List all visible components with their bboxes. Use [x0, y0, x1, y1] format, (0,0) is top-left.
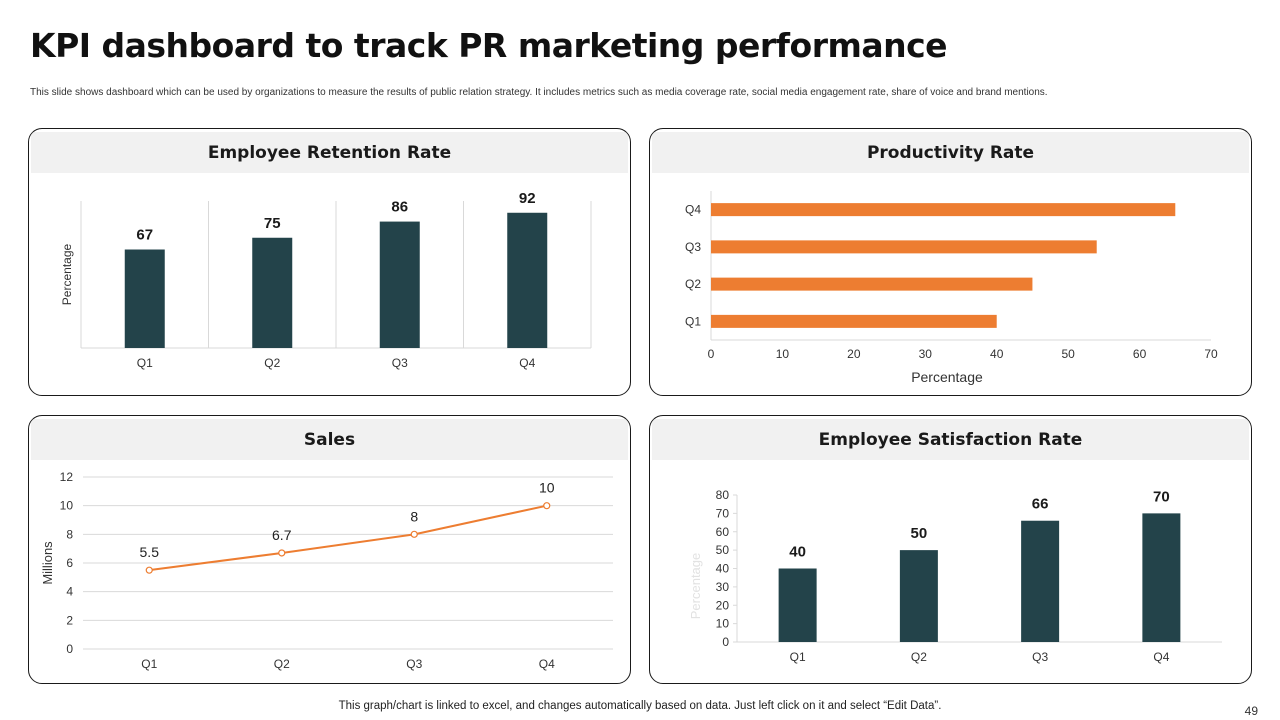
bar-q1 — [711, 314, 997, 328]
y-tick-label: 80 — [716, 488, 730, 502]
bar-q1 — [124, 249, 165, 348]
page-subtitle: This slide shows dashboard which can be … — [30, 87, 1048, 98]
y-tick-label: 12 — [60, 470, 74, 484]
x-tick-label: 0 — [708, 347, 715, 361]
bar-q4 — [507, 212, 548, 348]
data-label: 10 — [539, 480, 555, 496]
y-tick-label: 10 — [716, 617, 730, 631]
data-label: 75 — [264, 215, 281, 232]
employee-retention-title: Employee Retention Rate — [31, 132, 628, 173]
bar-q3 — [1021, 520, 1060, 642]
y-tick-label: 6 — [66, 556, 73, 570]
x-tick-label: 20 — [847, 347, 861, 361]
x-tick-label: Q1 — [790, 650, 806, 664]
satisfaction-title: Employee Satisfaction Rate — [652, 419, 1249, 460]
productivity-chart[interactable]: Q1 Q2 Q3 Q4 0 10 20 30 40 50 60 70 Percentage — [650, 129, 1252, 396]
bar-q1 — [778, 568, 817, 642]
bar-q2 — [252, 237, 293, 348]
x-tick-label: 50 — [1061, 347, 1075, 361]
x-axis-title: Percentage — [911, 369, 983, 385]
bar-q2 — [711, 277, 1033, 291]
y-tick-label: 70 — [716, 506, 730, 520]
x-tick-label: Q2 — [274, 657, 290, 671]
x-tick-label: Q3 — [392, 356, 408, 370]
page-title: KPI dashboard to track PR marketing perf… — [30, 26, 948, 65]
bar-q4 — [711, 203, 1176, 217]
y-tick-label: 2 — [66, 613, 73, 627]
x-tick-label: 30 — [919, 347, 933, 361]
data-label: 86 — [391, 199, 408, 216]
y-axis-title: Percentage — [688, 553, 703, 620]
point-q4 — [543, 502, 551, 510]
productivity-title: Productivity Rate — [652, 132, 1249, 173]
y-tick-label: 4 — [66, 585, 73, 599]
y-tick-label: 0 — [722, 635, 729, 649]
y-tick-label: Q4 — [685, 203, 701, 217]
x-tick-label: Q4 — [1153, 650, 1169, 664]
sales-line — [149, 504, 547, 572]
x-tick-label: Q4 — [539, 657, 555, 671]
data-label: 50 — [911, 525, 928, 542]
sales-chart[interactable]: 0 2 4 6 8 10 12 5.5 Q1 6.7 Q2 8 Q3 10 Q4 Millions — [29, 416, 631, 684]
y-tick-label: 8 — [66, 527, 73, 541]
x-tick-label: Q1 — [137, 356, 153, 370]
x-tick-label: 70 — [1204, 347, 1218, 361]
point-q3 — [410, 530, 418, 538]
x-tick-label: Q3 — [406, 657, 422, 671]
x-tick-label: Q1 — [141, 657, 157, 671]
x-tick-label: Q2 — [911, 650, 927, 664]
y-tick-label: 50 — [716, 543, 730, 557]
data-label: 70 — [1153, 488, 1170, 505]
data-label: 40 — [789, 544, 806, 561]
y-tick-label: 0 — [66, 642, 73, 656]
data-label: 6.7 — [272, 527, 292, 543]
y-tick-label: Q3 — [685, 240, 701, 254]
employee-retention-chart[interactable]: 67 Q1 75 Q2 86 Q3 92 Q4 Percentage — [29, 129, 631, 396]
sales-title: Sales — [31, 419, 628, 460]
y-tick-label: 40 — [716, 562, 730, 576]
x-tick-label: Q4 — [519, 356, 535, 370]
point-q1 — [145, 566, 153, 574]
y-tick-label: 10 — [60, 499, 74, 513]
data-label: 66 — [1032, 496, 1049, 513]
data-label: 92 — [519, 190, 536, 207]
x-tick-label: 40 — [990, 347, 1004, 361]
y-axis-title: Millions — [40, 541, 55, 585]
y-tick-label: Q1 — [685, 314, 701, 328]
data-label: 67 — [136, 227, 153, 244]
bar-q2 — [899, 550, 938, 642]
y-tick-label: 30 — [716, 580, 730, 594]
point-q2 — [278, 549, 286, 557]
x-tick-label: Q3 — [1032, 650, 1048, 664]
x-tick-label: 10 — [776, 347, 790, 361]
data-label: 5.5 — [140, 544, 160, 560]
footer-note: This graph/chart is linked to excel, and… — [338, 700, 942, 712]
sales-panel[interactable]: Sales 0 2 4 6 8 10 12 5.5 Q1 6.7 Q2 8 Q3 10 Q4 Millions — [28, 415, 631, 684]
x-tick-label: Q2 — [264, 356, 280, 370]
bar-q3 — [379, 221, 420, 348]
page-number: 49 — [1244, 704, 1258, 718]
x-tick-label: 60 — [1133, 347, 1147, 361]
y-axis-title: Percentage — [60, 243, 74, 305]
satisfaction-chart[interactable]: 0 10 20 30 40 50 60 70 80 40 Q1 50 Q2 66 Q3 70 Q4 Percent… — [650, 416, 1252, 684]
data-label: 8 — [410, 508, 418, 524]
satisfaction-panel[interactable]: Employee Satisfaction Rate 0 10 20 30 40 50 60… — [649, 415, 1252, 684]
y-tick-label: 20 — [716, 598, 730, 612]
bar-q3 — [711, 240, 1097, 254]
employee-retention-panel[interactable]: Employee Retention Rate 67 Q1 75 Q2 86 Q3 92 Q4… — [28, 128, 631, 396]
y-tick-label: 60 — [716, 525, 730, 539]
productivity-panel[interactable]: Productivity Rate Q1 Q2 Q3 Q4 0 10 20 30 40 50 60 7… — [649, 128, 1252, 396]
bar-q4 — [1142, 513, 1181, 642]
y-tick-label: Q2 — [685, 277, 701, 291]
